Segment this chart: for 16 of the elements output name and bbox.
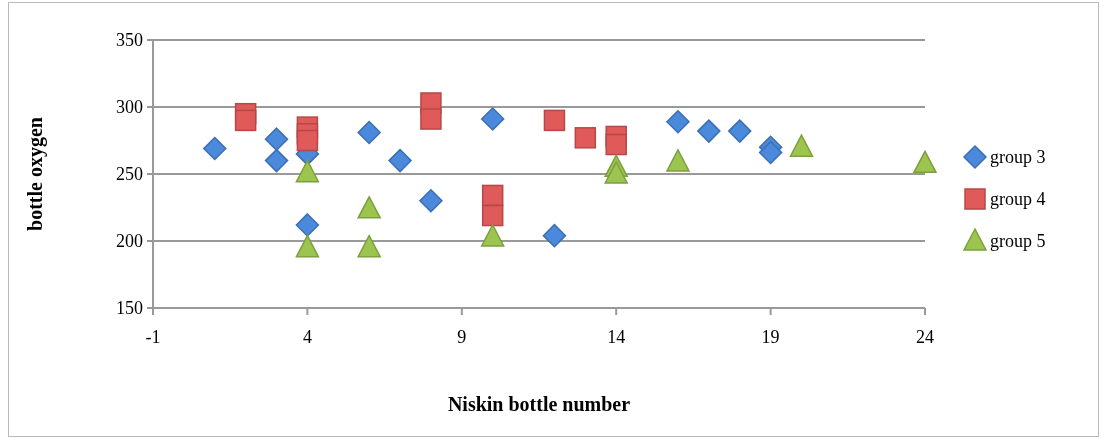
x-tick-label: 9 [457,327,467,347]
x-axis-title: Niskin bottle number [447,393,631,415]
legend-label: group 3 [990,147,1046,168]
y-tick-label: 350 [116,30,143,51]
legend-label: group 4 [990,189,1046,210]
x-tick-label: -1 [145,327,161,347]
y-tick-label: 250 [116,164,143,185]
legend-label: group 5 [990,231,1046,252]
y-tick-label: 150 [116,298,143,319]
x-tick-label: 19 [761,327,780,347]
y-tick-label: 300 [116,97,143,118]
y-axis-title: bottle oxygen [24,117,47,231]
x-tick-label: 14 [607,327,626,347]
x-tick-label: 4 [302,327,312,347]
x-tick-label: 24 [916,327,934,347]
y-tick-label: 200 [116,231,143,252]
